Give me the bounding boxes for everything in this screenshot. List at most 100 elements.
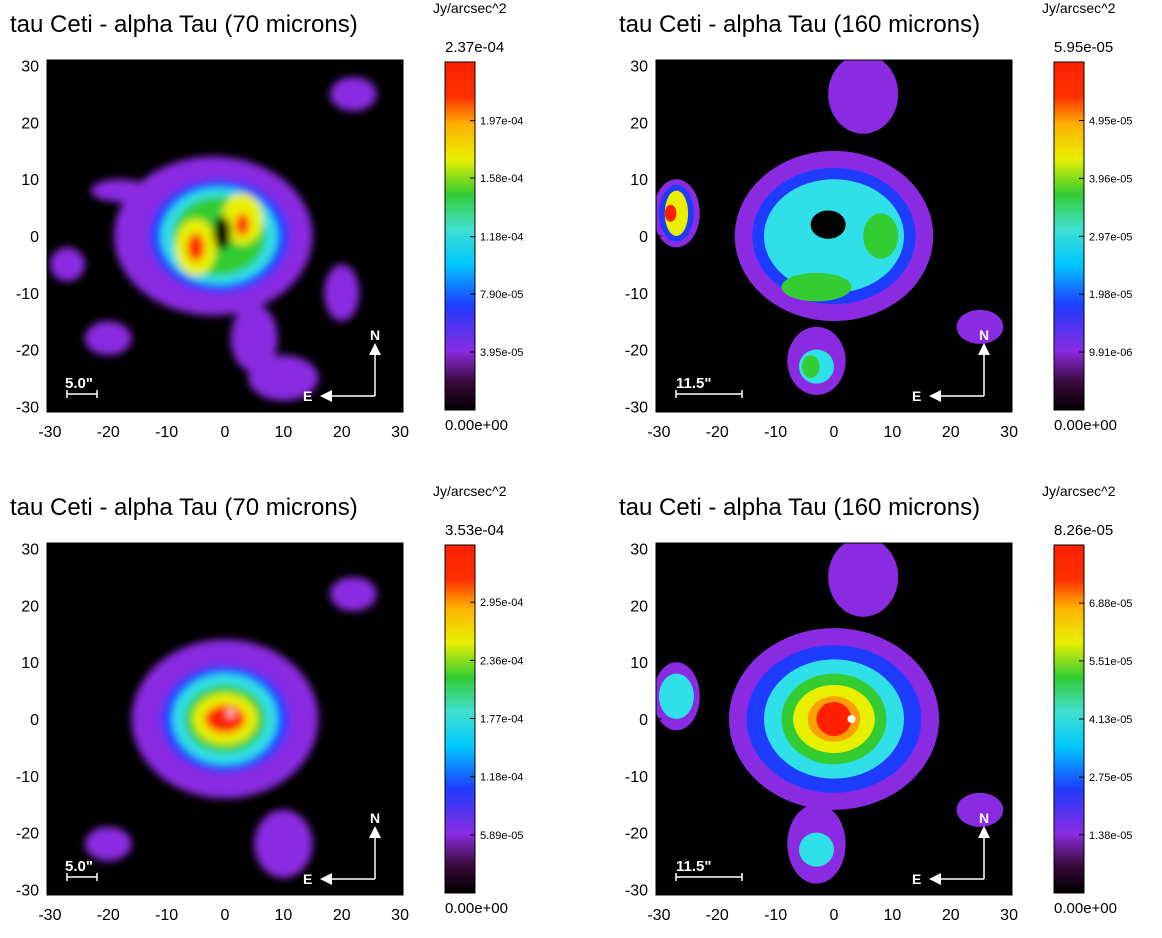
panel-title: tau Ceti - alpha Tau (70 microns) bbox=[10, 11, 358, 38]
x-tick-label: -30 bbox=[647, 424, 670, 441]
scale-bar-label: 11.5" bbox=[676, 858, 711, 875]
y-tick-label: -30 bbox=[16, 882, 39, 899]
y-tick-label: -30 bbox=[625, 882, 648, 899]
x-tick-label: 20 bbox=[942, 424, 960, 441]
y-tick-label: -30 bbox=[16, 399, 39, 416]
x-tick-label: -20 bbox=[97, 907, 120, 924]
colorbar-max-label: 8.26e-05 bbox=[1054, 522, 1113, 539]
compass-east-label: E bbox=[303, 388, 312, 404]
figure: tau Ceti - alpha Tau (70 microns) Jy/arcs… bbox=[0, 0, 1162, 933]
panel: tau Ceti - alpha Tau (70 microns) Jy/arcs… bbox=[10, 0, 523, 441]
compass-north-label: N bbox=[979, 327, 989, 343]
panel-title: tau Ceti - alpha Tau (160 microns) bbox=[619, 11, 980, 38]
y-tick-label: -20 bbox=[16, 826, 39, 843]
colorbar-tick-label: 1.18e-04 bbox=[480, 232, 523, 244]
x-tick-label: 20 bbox=[333, 424, 351, 441]
colorbar-tick-label: 1.97e-04 bbox=[480, 116, 523, 128]
y-tick-label: 10 bbox=[630, 655, 648, 672]
colorbar-tick-label: 1.58e-04 bbox=[480, 173, 523, 185]
compass-north-label: N bbox=[370, 327, 380, 343]
y-tick-label: -20 bbox=[625, 826, 648, 843]
x-tick-label: -10 bbox=[764, 424, 787, 441]
colorbar-tick-label: 2.97e-05 bbox=[1089, 231, 1132, 243]
colorbar-tick-label: 2.36e-04 bbox=[480, 655, 523, 667]
y-tick-label: 10 bbox=[630, 172, 648, 189]
x-tick-label: -10 bbox=[155, 907, 178, 924]
colorbar-tick-label: 7.90e-05 bbox=[480, 289, 523, 301]
x-tick-label: 30 bbox=[1000, 907, 1018, 924]
panel: tau Ceti - alpha Tau (160 microns) Jy/arc… bbox=[619, 483, 1132, 924]
colorbar-max-label: 5.95e-05 bbox=[1054, 39, 1113, 56]
compass-north-label: N bbox=[979, 810, 989, 826]
colorbar-tick-label: 3.96e-05 bbox=[1089, 173, 1132, 185]
colorbar-tick-label: 4.95e-05 bbox=[1089, 115, 1132, 127]
colorbar-min-label: 0.00e+00 bbox=[1054, 417, 1117, 434]
colorbar-min-label: 0.00e+00 bbox=[445, 417, 508, 434]
x-tick-label: 30 bbox=[391, 424, 409, 441]
scale-bar-label: 11.5" bbox=[676, 375, 711, 392]
compass-east-label: E bbox=[912, 871, 921, 887]
y-tick-label: 0 bbox=[639, 712, 648, 729]
colorbar-max-label: 2.37e-04 bbox=[445, 39, 504, 56]
colorbar-min-label: 0.00e+00 bbox=[1054, 900, 1117, 917]
compass-east-label: E bbox=[912, 388, 921, 404]
y-tick-label: 0 bbox=[639, 229, 648, 246]
colorbar-unit: Jy/arcsec^2 bbox=[433, 0, 507, 16]
y-tick-label: -10 bbox=[16, 286, 39, 303]
y-tick-label: -20 bbox=[625, 343, 648, 360]
colorbar-tick-label: 1.77e-04 bbox=[480, 714, 523, 726]
colorbar-tick-label: 3.95e-05 bbox=[480, 347, 523, 359]
y-tick-label: 0 bbox=[30, 712, 39, 729]
scale-bar-label: 5.0" bbox=[65, 858, 93, 875]
x-tick-label: -20 bbox=[706, 424, 729, 441]
x-tick-label: 10 bbox=[883, 424, 901, 441]
y-tick-label: 30 bbox=[21, 542, 39, 559]
colorbar-unit: Jy/arcsec^2 bbox=[1042, 0, 1116, 16]
colorbar-tick-label: 1.38e-05 bbox=[1089, 830, 1132, 842]
colorbar-tick-label: 5.51e-05 bbox=[1089, 656, 1132, 668]
colorbar-tick-label: 9.91e-06 bbox=[1089, 347, 1132, 359]
colorbar-min-label: 0.00e+00 bbox=[445, 900, 508, 917]
y-tick-label: 20 bbox=[630, 115, 648, 132]
scale-bar-label: 5.0" bbox=[65, 375, 93, 392]
y-tick-label: 10 bbox=[21, 655, 39, 672]
panel-title: tau Ceti - alpha Tau (160 microns) bbox=[619, 494, 980, 521]
y-tick-label: 20 bbox=[630, 598, 648, 615]
y-tick-label: 0 bbox=[30, 229, 39, 246]
x-tick-label: -30 bbox=[38, 907, 61, 924]
x-tick-label: -20 bbox=[97, 424, 120, 441]
x-tick-label: -10 bbox=[155, 424, 178, 441]
y-tick-label: 30 bbox=[21, 59, 39, 76]
compass-north-label: N bbox=[370, 810, 380, 826]
colorbar-unit: Jy/arcsec^2 bbox=[1042, 483, 1116, 499]
colorbar-unit: Jy/arcsec^2 bbox=[433, 483, 507, 499]
colorbar-tick-label: 2.95e-04 bbox=[480, 597, 523, 609]
y-tick-label: -10 bbox=[16, 769, 39, 786]
colorbar bbox=[445, 62, 475, 410]
panel: tau Ceti - alpha Tau (70 microns) Jy/arcs… bbox=[10, 483, 523, 924]
panel-title: tau Ceti - alpha Tau (70 microns) bbox=[10, 494, 358, 521]
x-tick-label: 20 bbox=[333, 907, 351, 924]
y-tick-label: 30 bbox=[630, 542, 648, 559]
x-tick-label: 20 bbox=[942, 907, 960, 924]
x-tick-label: 0 bbox=[221, 907, 230, 924]
x-tick-label: -30 bbox=[38, 424, 61, 441]
x-tick-label: 10 bbox=[274, 424, 292, 441]
panel: tau Ceti - alpha Tau (160 microns) Jy/arc… bbox=[619, 0, 1132, 441]
y-tick-label: 20 bbox=[21, 115, 39, 132]
colorbar-tick-label: 4.13e-05 bbox=[1089, 714, 1132, 726]
x-tick-label: 0 bbox=[830, 907, 839, 924]
x-tick-label: 0 bbox=[221, 424, 230, 441]
x-tick-label: 10 bbox=[883, 907, 901, 924]
x-tick-label: 30 bbox=[391, 907, 409, 924]
y-tick-label: -10 bbox=[625, 769, 648, 786]
colorbar-tick-label: 2.75e-05 bbox=[1089, 772, 1132, 784]
x-tick-label: 0 bbox=[830, 424, 839, 441]
colorbar-tick-label: 1.18e-04 bbox=[480, 772, 523, 784]
x-tick-label: -30 bbox=[647, 907, 670, 924]
colorbar-tick-label: 6.88e-05 bbox=[1089, 598, 1132, 610]
x-tick-label: -10 bbox=[764, 907, 787, 924]
y-tick-label: 30 bbox=[630, 59, 648, 76]
y-tick-label: 20 bbox=[21, 598, 39, 615]
colorbar-max-label: 3.53e-04 bbox=[445, 522, 504, 539]
